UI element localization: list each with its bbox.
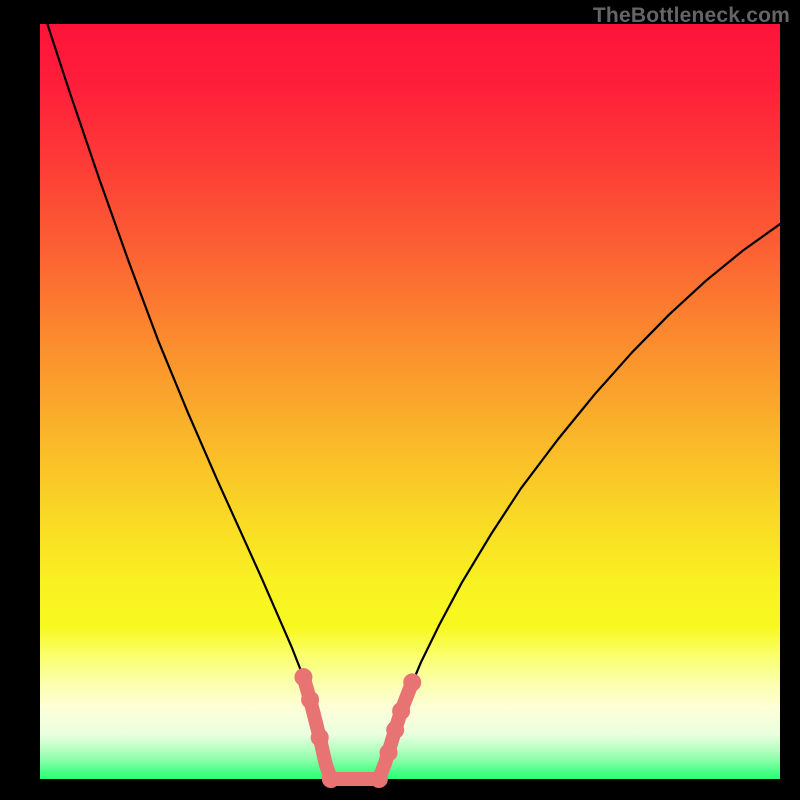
plot-background [40,24,780,779]
data-marker [295,669,312,686]
data-marker [311,729,328,746]
data-marker [370,771,387,788]
bottleneck-chart [0,0,800,800]
data-marker [393,703,410,720]
chart-container: TheBottleneck.com [0,0,800,800]
data-marker [380,744,397,761]
data-marker [322,771,339,788]
data-marker [302,691,319,708]
data-marker [404,674,421,691]
data-marker [387,721,404,738]
